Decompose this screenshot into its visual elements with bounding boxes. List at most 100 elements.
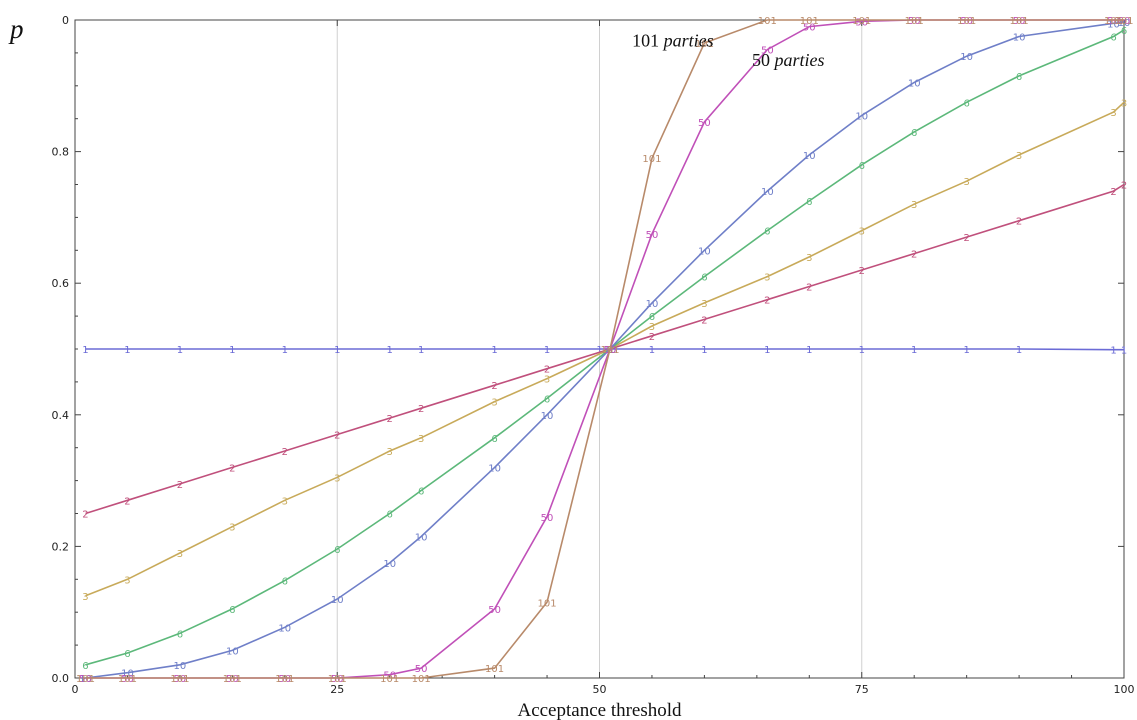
data-point-101: 101 xyxy=(412,674,431,685)
x-axis-label: Acceptance threshold xyxy=(517,700,682,720)
data-point-10: 10 xyxy=(761,187,774,198)
y-tick-label: 0.0 xyxy=(52,672,70,685)
data-point-101: 101 xyxy=(905,16,924,27)
data-point-6: 6 xyxy=(806,197,812,208)
data-point-3: 3 xyxy=(177,549,183,560)
data-point-2: 2 xyxy=(387,414,393,425)
data-point-1: 1 xyxy=(596,345,602,356)
data-point-6: 6 xyxy=(282,577,288,588)
data-point-10: 10 xyxy=(908,79,921,90)
data-point-3: 3 xyxy=(418,434,424,445)
data-point-1: 1 xyxy=(859,345,865,356)
annotation-1: 50 parties xyxy=(752,50,825,70)
data-point-10: 10 xyxy=(79,674,92,685)
data-point-2: 2 xyxy=(544,365,550,376)
data-point-101: 101 xyxy=(538,598,557,609)
data-point-101: 101 xyxy=(1114,16,1133,27)
x-tick-label: 25 xyxy=(330,683,344,696)
data-point-3: 3 xyxy=(1110,108,1116,119)
data-point-50: 50 xyxy=(761,46,774,57)
data-point-1: 1 xyxy=(177,345,183,356)
data-point-6: 6 xyxy=(418,486,424,497)
data-point-6: 6 xyxy=(859,161,865,172)
data-point-101: 101 xyxy=(957,16,976,27)
data-point-3: 3 xyxy=(282,496,288,507)
data-point-2: 2 xyxy=(282,447,288,458)
y-tick-label: 0.8 xyxy=(52,146,70,159)
data-point-101: 101 xyxy=(695,39,714,50)
x-tick-label: 0 xyxy=(72,683,79,696)
data-point-1: 1 xyxy=(387,345,393,356)
data-point-1: 1 xyxy=(82,345,88,356)
data-point-2: 2 xyxy=(334,431,340,442)
data-point-10: 10 xyxy=(415,533,428,544)
data-point-1: 1 xyxy=(1121,346,1127,357)
data-point-3: 3 xyxy=(963,177,969,188)
data-point-1: 1 xyxy=(806,345,812,356)
data-point-50: 50 xyxy=(1107,16,1120,27)
data-point-3: 3 xyxy=(1016,151,1022,162)
data-point-10: 10 xyxy=(331,595,344,606)
data-point-10: 10 xyxy=(1107,19,1120,30)
y-tick-label: 0.4 xyxy=(52,409,70,422)
data-point-2: 2 xyxy=(229,463,235,474)
data-point-1: 1 xyxy=(124,345,130,356)
data-point-6: 6 xyxy=(701,273,707,284)
data-point-10: 10 xyxy=(960,52,973,63)
data-point-2: 2 xyxy=(124,496,130,507)
data-point-3: 3 xyxy=(701,299,707,310)
series-line-101 xyxy=(85,19,1124,679)
data-point-1: 1 xyxy=(282,345,288,356)
data-point-1: 1 xyxy=(418,345,424,356)
data-point-10: 10 xyxy=(698,246,711,257)
annotations: 101 parties 50 parties xyxy=(632,30,824,70)
data-point-1: 1 xyxy=(911,345,917,356)
data-point-1: 1 xyxy=(1016,345,1022,356)
data-point-3: 3 xyxy=(124,575,130,586)
data-point-2: 2 xyxy=(1121,181,1127,192)
data-point-10: 10 xyxy=(383,559,396,570)
data-point-101: 101 xyxy=(642,154,661,165)
data-point-10: 10 xyxy=(226,646,239,657)
data-point-2: 2 xyxy=(491,381,497,392)
data-point-3: 3 xyxy=(544,375,550,386)
data-point-6: 6 xyxy=(649,312,655,323)
data-point-2: 2 xyxy=(418,404,424,415)
data-point-3: 3 xyxy=(387,447,393,458)
data-point-2: 2 xyxy=(177,480,183,491)
data-point-101: 101 xyxy=(380,674,399,685)
data-point-10: 10 xyxy=(855,111,868,122)
data-point-50: 50 xyxy=(174,674,187,685)
y-axis-label: p xyxy=(8,14,24,44)
data-point-2: 2 xyxy=(911,250,917,261)
series-group: 1 1 1 1 1 1 1 1 1 1 1 1 1 1 1 1 1 1 1 1 12222222222222222222… xyxy=(76,16,1134,685)
data-point-50: 50 xyxy=(908,16,921,27)
data-point-50: 50 xyxy=(698,118,711,129)
y-tick-label: 0.6 xyxy=(52,277,70,290)
data-point-10: 10 xyxy=(803,151,816,162)
data-point-6: 6 xyxy=(764,227,770,238)
data-point-10: 10 xyxy=(1118,18,1131,29)
data-point-50: 50 xyxy=(383,671,396,682)
data-point-50: 50 xyxy=(226,674,239,685)
data-point-101: 101 xyxy=(223,674,242,685)
annotation-0: 101 parties xyxy=(632,30,714,50)
data-point-50: 50 xyxy=(541,513,554,524)
data-point-3: 3 xyxy=(649,322,655,333)
x-tick-label: 50 xyxy=(593,683,607,696)
data-point-6: 6 xyxy=(911,128,917,139)
data-point-2: 2 xyxy=(82,510,88,521)
data-point-50: 50 xyxy=(331,674,344,685)
data-point-3: 3 xyxy=(806,253,812,264)
data-point-1: 1 xyxy=(334,345,340,356)
data-point-10: 10 xyxy=(121,669,134,680)
data-point-6: 6 xyxy=(387,510,393,521)
data-point-6: 6 xyxy=(544,394,550,405)
data-point-1: 1 xyxy=(1110,346,1116,357)
data-point-50: 50 xyxy=(803,23,816,34)
data-point-2: 2 xyxy=(701,315,707,326)
data-point-6: 6 xyxy=(334,545,340,556)
data-point-3: 3 xyxy=(1121,98,1127,109)
